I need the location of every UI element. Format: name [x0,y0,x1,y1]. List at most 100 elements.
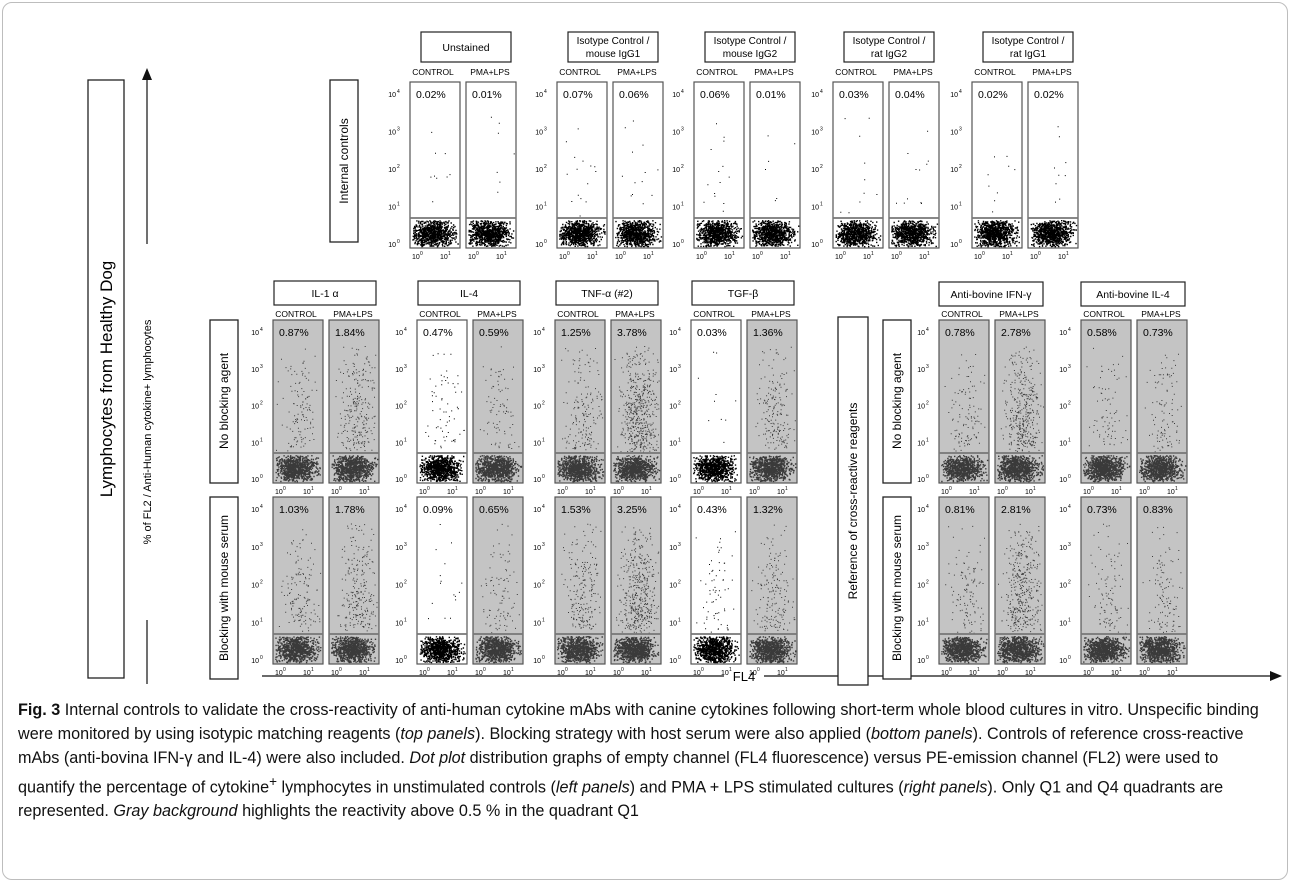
ref-group-1-noblock-ytick-exp-2: 2 [1068,401,1071,407]
mid-group-1-noblock-col-stim: PMA+LPS [477,309,517,319]
top-group-1-ytick-4: 10 [535,92,543,99]
mid-group-1-blocking-stim-xtick-exp-1: 1 [511,667,514,673]
mid-group-3-blocking-control-xtick-exp-0: 0 [701,667,704,673]
mid-group-2-blocking-control-xtick-1: 10 [585,670,593,677]
top-group-1-stim-value: 0.06% [619,89,649,101]
mid-group-1-blocking-ytick-2: 10 [395,583,403,590]
mid-group-3-blocking-ytick-2: 10 [669,583,677,590]
mid-group-0-noblock-ytick-exp-4: 4 [260,327,263,333]
top-group-0-col-stim: PMA+LPS [470,67,510,77]
mid-group-2-noblock-col-control: CONTROL [557,309,599,319]
top-group-2-ytick-3: 10 [672,130,680,137]
mid-group-1-blocking-stim-xtick-1: 10 [503,670,511,677]
mid-group-0-blocking-control-xtick-exp-0: 0 [283,667,286,673]
mid-group-3-blocking-stim-value: 1.32% [753,504,783,516]
mid-group-2-blocking-control-xtick-exp-1: 1 [593,667,596,673]
caption-label: Fig. 3 [18,701,60,719]
top-group-2-ytick-exp-1: 1 [681,202,684,208]
mid-group-0-noblock-control-xtick-exp-0: 0 [283,486,286,492]
top-group-3-control-value: 0.03% [839,89,869,101]
mid-group-2-blocking-stim-value: 3.25% [617,504,647,516]
mid-group-2-blocking-ytick-1: 10 [533,620,541,627]
mid-group-0-blocking-control-value: 1.03% [279,504,309,516]
top-group-2-label-line2: mouse IgG2 [723,49,778,60]
mid-group-3-blocking-ytick-exp-1: 1 [678,617,681,623]
top-group-0-col-control: CONTROL [412,67,454,77]
ref-group-1-noblock-ytick-0: 10 [1059,477,1067,484]
ref-group-1-noblock-col-stim: PMA+LPS [1141,309,1181,319]
mid-group-0-noblock-stim-xtick-0: 10 [331,489,339,496]
ref-group-1-noblock-control-xtick-0: 10 [1083,489,1091,496]
mid-group-2-noblock-stim-xtick-exp-0: 0 [621,486,624,492]
mid-group-3-blocking-ytick-exp-4: 4 [678,504,681,510]
mid-group-3-noblock-control-xtick-exp-0: 0 [701,486,704,492]
mid-group-0-noblock-ytick-0: 10 [251,477,259,484]
ref-group-1-blocking-ytick-0: 10 [1059,658,1067,665]
top-group-4-stim-xtick-1: 10 [1058,254,1066,261]
top-group-1-stim-xtick-0: 10 [615,254,623,261]
mid-group-2-noblock-control-xtick-1: 10 [585,489,593,496]
ref-group-0-blocking-ytick-4: 10 [917,507,925,514]
mid-group-3-noblock-ytick-exp-4: 4 [678,327,681,333]
mid-group-2-noblock-ytick-2: 10 [533,404,541,411]
mid-group-2-noblock-col-stim: PMA+LPS [615,309,655,319]
top-group-3-ytick-exp-3: 3 [820,127,823,133]
top-group-0-ytick-0: 10 [388,242,396,249]
mid-group-1-noblock-ytick-0: 10 [395,477,403,484]
top-group-4-stim-xtick-exp-0: 0 [1038,251,1041,257]
mid-group-1-noblock-stim-xtick-1: 10 [503,489,511,496]
ref-group-1-noblock-control-xtick-exp-1: 1 [1119,486,1122,492]
top-group-4-ytick-2: 10 [950,167,958,174]
mid-group-3-blocking-control-xtick-1: 10 [721,670,729,677]
mid-group-1-noblock-ytick-exp-3: 3 [404,364,407,370]
mid-group-3-noblock-control-value: 0.03% [697,327,727,339]
mid-group-0-blocking-stim-xtick-exp-1: 1 [367,667,370,673]
ref-group-0-blocking-ytick-3: 10 [917,545,925,552]
top-group-0-label: Unstained [442,42,489,54]
mid-group-2-noblock-ytick-exp-0: 0 [542,474,545,480]
mid-group-2-blocking-control-value: 1.53% [561,504,591,516]
mid-group-3-blocking-ytick-3: 10 [669,545,677,552]
top-group-2-stim-xtick-exp-1: 1 [788,251,791,257]
mid-group-2-blocking-ytick-3: 10 [533,545,541,552]
mid-group-1-blocking-ytick-exp-4: 4 [404,504,407,510]
mid-group-2-blocking-stim-xtick-exp-0: 0 [621,667,624,673]
top-group-3-col-control: CONTROL [835,67,877,77]
mid-group-2-blocking-ytick-0: 10 [533,658,541,665]
top-group-3-stim-xtick-0: 10 [891,254,899,261]
top-group-3-label: Isotype Control / [853,36,926,47]
mid-group-1-noblock-stim-xtick-exp-0: 0 [483,486,486,492]
mid-group-3-noblock-stim-frame [747,320,797,483]
ref-group-0-noblock-ytick-exp-2: 2 [926,401,929,407]
mid-group-3-blocking-stim-xtick-exp-0: 0 [757,667,760,673]
top-group-3-control-xtick-exp-0: 0 [843,251,846,257]
ref-group-0-noblock-stim-xtick-1: 10 [1025,489,1033,496]
top-group-4-ytick-3: 10 [950,130,958,137]
top-group-1-stim-xtick-exp-0: 0 [623,251,626,257]
ref-group-1-noblock-ytick-3: 10 [1059,367,1067,374]
ref-group-1-blocking-stim-xtick-exp-1: 1 [1175,667,1178,673]
ref-group-1-noblock-ytick-exp-3: 3 [1068,364,1071,370]
ref-group-1-noblock-ytick-exp-0: 0 [1068,474,1071,480]
top-group-0-stim-xtick-0: 10 [468,254,476,261]
ref-group-1-noblock-control-xtick-1: 10 [1111,489,1119,496]
mid-group-2-noblock-ytick-1: 10 [533,440,541,447]
mid-group-3-blocking-ytick-1: 10 [669,620,677,627]
top-group-0-stim-value: 0.01% [472,89,502,101]
mid-group-0-noblock-ytick-3: 10 [251,367,259,374]
top-group-1-col-stim: PMA+LPS [617,67,657,77]
ref-group-1-blocking-ytick-exp-0: 0 [1068,655,1071,661]
caption-italic-1: top panels [400,725,475,743]
top-group-0-control-xtick-exp-0: 0 [420,251,423,257]
top-group-3-control-frame [833,82,883,248]
mid-group-2-noblock-ytick-0: 10 [533,477,541,484]
ref-group-0-blocking-ytick-exp-4: 4 [926,504,929,510]
mid-group-2-blocking-stim-xtick-exp-1: 1 [649,667,652,673]
mid-group-3-blocking-ytick-4: 10 [669,507,677,514]
caption-italic-2: bottom panels [871,725,973,743]
ref-group-0-blocking-ytick-exp-1: 1 [926,617,929,623]
caption-italic-3: Dot plot [409,749,465,767]
caption-italic-4: left panels [556,778,630,796]
figure-3: Lymphocytes from Healthy Dog % of FL2 / … [0,0,1292,700]
